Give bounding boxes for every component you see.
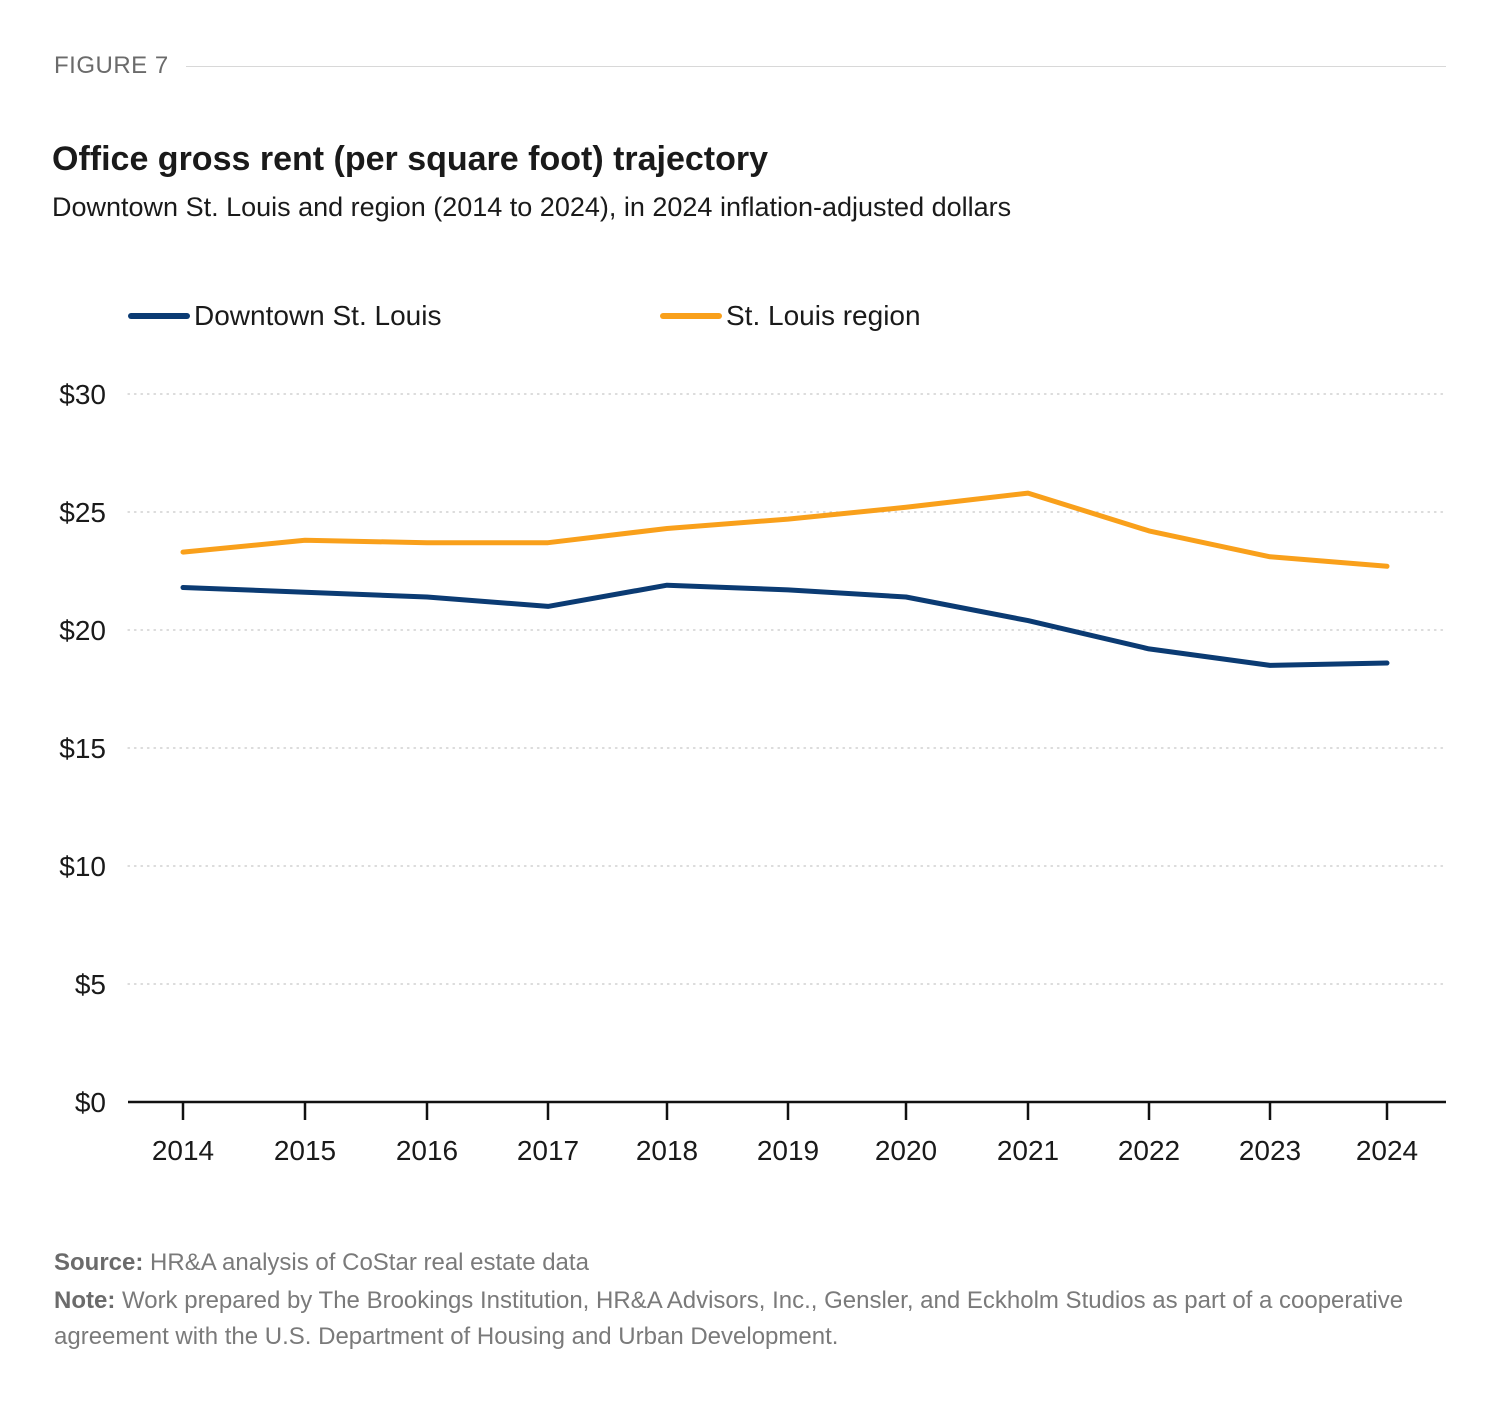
source-text: HR&A analysis of CoStar real estate data [143,1249,589,1276]
figure-divider [186,66,1446,67]
note-text: Work prepared by The Brookings Instituti… [54,1287,1404,1350]
series-line-downtown [180,582,1390,668]
y-tick-label: $20 [59,615,106,646]
y-tick-label: $25 [59,497,106,528]
source-label: Source: [54,1249,144,1276]
x-tick-label: 2016 [396,1135,458,1166]
series-line-region [180,490,1390,569]
note-block: Note: Work prepared by The Brookings Ins… [54,1283,1454,1355]
x-tick-label: 2020 [875,1135,937,1166]
legend-label-downtown: Downtown St. Louis [194,300,442,331]
legend-label-region: St. Louis region [726,300,921,331]
legend-item-downtown: Downtown St. Louis [128,296,441,336]
figure-label: FIGURE 7 [54,52,169,79]
x-tick-label: 2017 [517,1135,579,1166]
x-tick-label: 2021 [997,1135,1059,1166]
y-tick-label: $5 [75,969,106,1000]
y-tick-label: $15 [59,733,106,764]
chart-subtitle: Downtown St. Louis and region (2014 to 2… [52,192,1012,222]
x-tick-label: 2022 [1118,1135,1180,1166]
legend-swatch-region [660,313,722,319]
chart-title: Office gross rent (per square foot) traj… [52,140,769,178]
source-line: Source: HR&A analysis of CoStar real est… [54,1245,1454,1281]
legend-swatch-downtown [128,313,190,319]
legend-item-region: St. Louis region [660,296,921,336]
x-tick-label: 2019 [757,1135,819,1166]
x-tick-label: 2014 [152,1135,214,1166]
y-tick-label: $10 [59,851,106,882]
x-tick-label: 2023 [1239,1135,1301,1166]
y-tick-label: $0 [75,1087,106,1118]
note-label: Note: [54,1287,116,1314]
y-tick-label: $30 [59,379,106,410]
x-tick-label: 2024 [1356,1135,1418,1166]
x-tick-label: 2018 [636,1135,698,1166]
x-tick-label: 2015 [274,1135,336,1166]
